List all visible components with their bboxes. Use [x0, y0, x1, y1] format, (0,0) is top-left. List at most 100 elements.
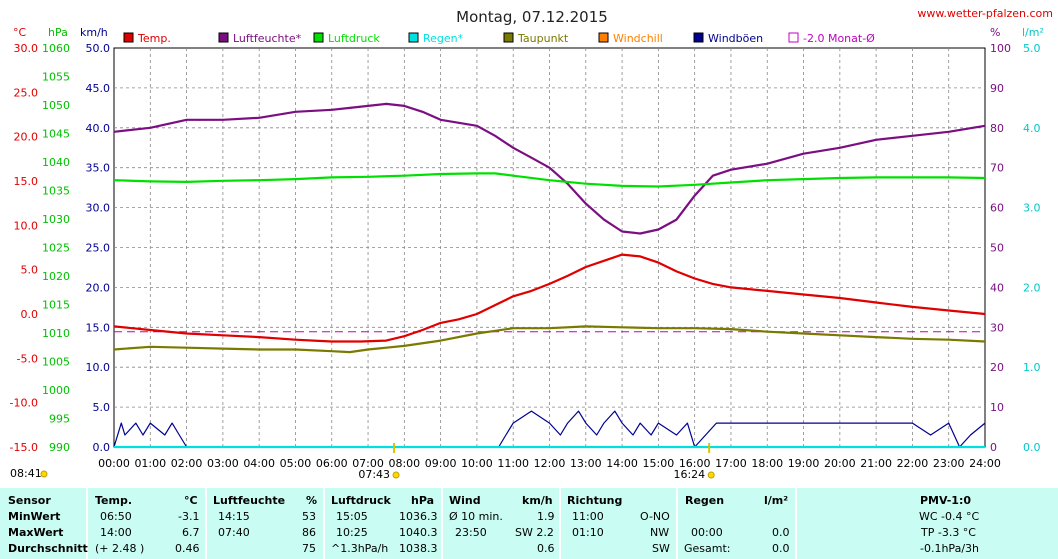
x-tick-label: 10:00: [461, 457, 493, 470]
temp-avg-value: 0.46: [175, 542, 200, 555]
legend-label: Luftfeuchte*: [233, 32, 302, 45]
x-tick-label: 01:00: [134, 457, 166, 470]
series-temp-line: [113, 253, 986, 343]
header-rain-unit: l/m²: [764, 494, 789, 507]
wind-avg-day-value: 0.6: [537, 542, 555, 555]
pressure-axis-unit: hPa: [48, 26, 68, 39]
humidity-tick-label: 50: [990, 242, 1004, 255]
temp-tick-label: -10.0: [10, 397, 38, 410]
rain-tick-label: 1.0: [1023, 361, 1041, 374]
legend: Temp. Luftfeuchte* Luftdruck Regen* Taupunkt…: [123, 32, 875, 45]
temp-tick-label: 20.0: [14, 131, 39, 144]
row-label: Durchschnitt: [8, 542, 88, 555]
legend-swatch: [788, 32, 799, 43]
x-tick-label: 12:00: [534, 457, 566, 470]
wind-tick-label: 30.0: [86, 202, 111, 215]
legend-swatch: [408, 32, 419, 43]
rain-max-time: 00:00: [691, 526, 723, 539]
legend-swatch: [503, 32, 514, 43]
chart-title: Montag, 07.12.2015: [456, 8, 608, 26]
header-humidity: Luftfeuchte: [213, 494, 286, 507]
temp-tick-label: 10.0: [14, 219, 39, 232]
pressure-tick-label: 1025: [42, 242, 70, 255]
x-tick-label: 04:00: [243, 457, 275, 470]
humidity-tick-label: 40: [990, 281, 1004, 294]
temp-tick-label: 15.0: [14, 175, 39, 188]
wind-avg-value: 1.9: [537, 510, 555, 523]
row-label: MinWert: [8, 510, 61, 523]
rain-tick-label: 5.0: [1023, 42, 1041, 55]
header-temp-unit: °C: [184, 494, 198, 507]
pmv-dewpoint: TP -3.3 °C: [921, 526, 976, 539]
legend-label: -2.0 Monat-Ø: [803, 32, 875, 45]
temp-min-value: -3.1: [178, 510, 200, 523]
legend-label: Temp.: [137, 32, 171, 45]
x-tick-label: 21:00: [860, 457, 892, 470]
temp-trend: (+ 2.48 ): [95, 542, 145, 555]
header-wind-unit: km/h: [522, 494, 553, 507]
dir-avg-value: SW: [652, 542, 670, 555]
legend-label: Regen*: [423, 32, 464, 45]
wind-tick-label: 25.0: [86, 242, 111, 255]
x-tick-label: 15:00: [643, 457, 675, 470]
wind-tick-label: 5.0: [93, 401, 111, 414]
legend-label: Windchill: [613, 32, 663, 45]
series-luftdruck-line: [113, 172, 986, 188]
hum-avg-value: 75: [302, 542, 316, 555]
sun-icon: [707, 471, 715, 479]
col-separator: [795, 488, 797, 559]
humidity-tick-label: 70: [990, 162, 1004, 175]
col-separator: [676, 488, 678, 559]
rain-tick-label: 0.0: [1023, 441, 1041, 454]
humidity-tick-label: 100: [990, 42, 1011, 55]
x-tick-label: 02:00: [171, 457, 203, 470]
pressure-tick-label: 1035: [42, 185, 70, 198]
grid: [113, 47, 986, 448]
wind-tick-label: 50.0: [86, 42, 111, 55]
pressure-tick-label: 1005: [42, 356, 70, 369]
header-wind: Wind: [449, 494, 481, 507]
site-url[interactable]: www.wetter-pfalzen.com: [917, 7, 1053, 20]
humidity-tick-label: 0: [990, 441, 997, 454]
press-max-time: 10:25: [336, 526, 368, 539]
pressure-tick-label: 1015: [42, 299, 70, 312]
axis-tick-labels: 30.0 25.0 20.0 15.0 10.0 5.0 0.0 -5.0 -10.0 -15.0…: [10, 42, 1041, 470]
col-separator: [559, 488, 561, 559]
rain-tick-label: 2.0: [1023, 281, 1041, 294]
series-layer: [113, 102, 986, 449]
humidity-tick-label: 80: [990, 122, 1004, 135]
sensor-summary-table: Sensor Temp. °C Luftfeuchte % Luftdruck …: [0, 488, 1058, 559]
temp-min-time: 06:50: [100, 510, 132, 523]
legend-swatch: [598, 32, 609, 43]
col-separator: [323, 488, 325, 559]
series-taupunkt-line: [113, 325, 986, 354]
col-separator: [441, 488, 443, 559]
humidity-tick-label: 30: [990, 321, 1004, 334]
dir-min-time: 11:00: [572, 510, 604, 523]
header-direction: Richtung: [567, 494, 623, 507]
header-rain: Regen: [685, 494, 725, 507]
pmv-windchill: WC -0.4 °C: [919, 510, 980, 523]
pressure-tick-label: 1010: [42, 327, 70, 340]
humidity-tick-label: 60: [990, 202, 1004, 215]
wind-tick-label: 20.0: [86, 281, 111, 294]
wind-tick-label: 35.0: [86, 162, 111, 175]
rain-tick-label: 3.0: [1023, 202, 1041, 215]
rain-total-label: Gesamt:: [684, 542, 731, 555]
temp-max-value: 6.7: [182, 526, 200, 539]
x-tick-label: 16:00: [679, 457, 711, 470]
weather-chart: Montag, 07.12.2015 www.wetter-pfalzen.co…: [10, 7, 1053, 481]
x-tick-label: 19:00: [788, 457, 820, 470]
pressure-tick-label: 1050: [42, 99, 70, 112]
time-marker-label: 07:43: [358, 468, 390, 481]
x-tick-label: 24:00: [969, 457, 1001, 470]
x-tick-label: 18:00: [751, 457, 783, 470]
x-tick-label: 06:00: [316, 457, 348, 470]
press-min-time: 15:05: [336, 510, 368, 523]
x-tick-label: 13:00: [570, 457, 602, 470]
pressure-tick-label: 1000: [42, 384, 70, 397]
pressure-tick-label: 1040: [42, 156, 70, 169]
x-tick-label: 20:00: [824, 457, 856, 470]
rain-axis-unit: l/m²: [1022, 26, 1044, 39]
x-tick-label: 07:00: [352, 457, 384, 470]
